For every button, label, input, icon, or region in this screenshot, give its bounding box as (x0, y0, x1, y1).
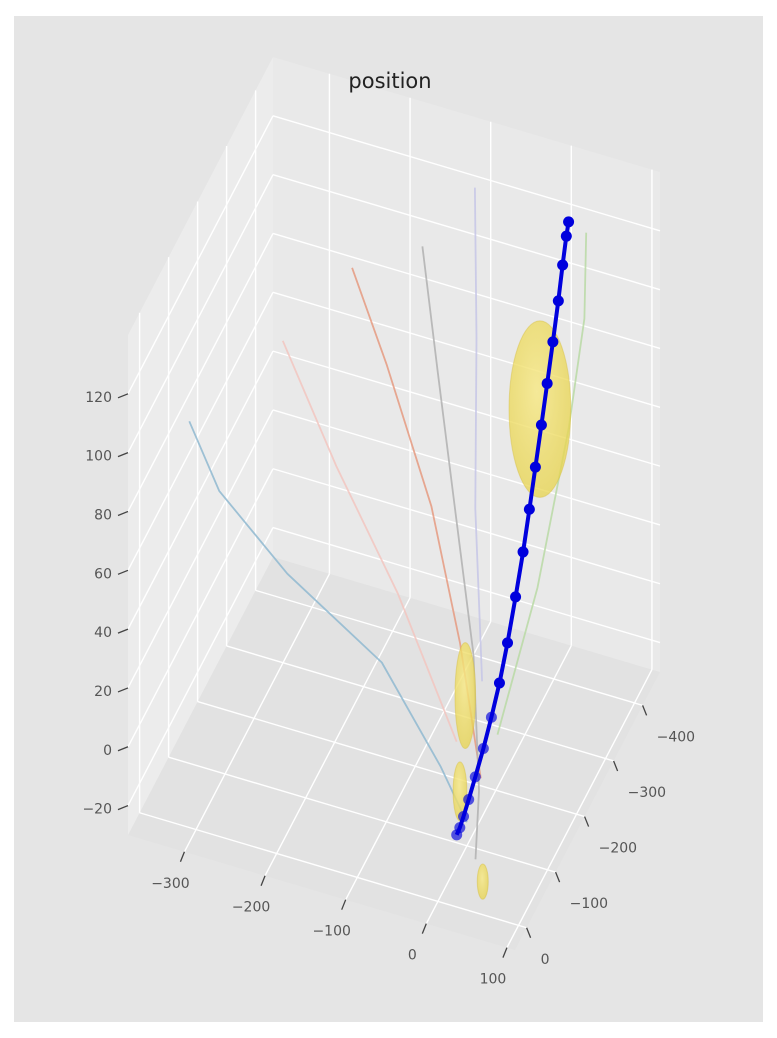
x-tick-label: −200 (232, 900, 270, 916)
axis-panes (128, 57, 660, 950)
grid-floor-y (226, 645, 614, 762)
y-tick-mark (583, 816, 590, 827)
main-track-point (547, 336, 559, 348)
grid-left-z (127, 233, 274, 512)
y-tick-mark (554, 871, 561, 883)
z-tick-label: 40 (94, 625, 112, 641)
grid-lines (127, 73, 661, 948)
main-track (451, 216, 575, 841)
grid-floor-y (255, 589, 643, 707)
y-tick-label: 0 (541, 952, 550, 968)
x-tick-mark (502, 947, 508, 958)
x-tick-mark (260, 875, 266, 886)
ellipsoid (476, 863, 489, 900)
chart-title: position (348, 69, 431, 93)
y-tick-mark (641, 705, 648, 716)
z-tick-mark (117, 452, 129, 458)
ellipsoid (452, 761, 468, 822)
grid-floor-x (506, 669, 653, 948)
grid-floor-y (197, 700, 585, 818)
main-track-point (458, 810, 470, 822)
grid-back-z (272, 409, 661, 526)
grid-left-z (127, 350, 274, 630)
tick-marks (117, 393, 648, 958)
z-tick-label: 0 (103, 743, 112, 759)
grid-floor-x (425, 645, 572, 924)
z-tick-mark (117, 510, 129, 517)
z-tick-label: 120 (85, 390, 112, 406)
x-tick-mark (421, 923, 427, 934)
main-track-point (469, 771, 481, 783)
grid-floor-y (168, 756, 556, 873)
grid-left-z (127, 174, 274, 453)
x-tick-mark (341, 899, 347, 910)
z-tick-mark (117, 569, 129, 575)
main-track-point (557, 259, 569, 271)
main-track-point (517, 546, 529, 558)
y-tick-mark (525, 927, 532, 939)
grid-back-z (272, 468, 661, 585)
z-tick-label: −20 (82, 802, 112, 818)
other-track-line (281, 340, 458, 743)
z-tick-mark (117, 628, 129, 634)
x-tick-label: 0 (408, 948, 417, 964)
grid-back-z (272, 232, 661, 350)
x-tick-label: 100 (480, 972, 507, 988)
main-track-point (541, 377, 553, 389)
grid-floor-x (183, 573, 331, 853)
grid-back-z (272, 115, 661, 232)
ellipsoid (508, 320, 572, 498)
ellipsoid (454, 642, 477, 750)
z-tick-label: 20 (94, 684, 112, 700)
z-tick-mark (117, 804, 129, 811)
z-tick-mark (117, 746, 129, 752)
grid-back-z (272, 173, 661, 291)
z-tick-mark (117, 687, 129, 693)
main-track-point (523, 503, 535, 515)
grid-back-z (272, 526, 661, 644)
back-wall-pane (273, 57, 660, 672)
z-tick-label: 100 (85, 449, 112, 465)
tick-labels: −300−200−1000100−400−300−200−10001201008… (82, 390, 695, 988)
grid-left-z (127, 291, 274, 571)
main-track-point (560, 230, 572, 242)
x-tick-label: −300 (151, 876, 189, 892)
main-track-point (451, 829, 463, 841)
main-track-point (463, 794, 475, 806)
grid-left-z (127, 468, 274, 748)
y-tick-label: −100 (570, 896, 608, 912)
z-tick-label: 80 (94, 507, 112, 523)
main-track-point (485, 711, 497, 723)
main-track-point (477, 743, 489, 755)
grid-floor-y (139, 812, 527, 929)
z-tick-label: 60 (94, 566, 112, 582)
x-tick-mark (179, 851, 186, 863)
main-track-point (563, 216, 575, 228)
grid-back-z (272, 291, 661, 408)
y-tick-label: −300 (628, 785, 666, 801)
y-tick-mark (612, 760, 619, 772)
main-track-point (510, 591, 522, 603)
floor-pane (128, 557, 660, 950)
y-tick-label: −200 (599, 841, 637, 857)
x-tick-label: −100 (312, 924, 350, 940)
other-track-line (474, 187, 483, 682)
grid-floor-x (264, 597, 411, 877)
other-track-line (421, 246, 480, 860)
y-tick-label: −400 (657, 729, 695, 745)
ellipsoids (452, 320, 572, 900)
z-tick-mark (117, 393, 129, 399)
grid-left-z (127, 527, 274, 806)
grid-left-z (127, 115, 274, 395)
grid-back-z (272, 350, 661, 467)
other-track-line (188, 420, 468, 823)
main-track-point (535, 419, 547, 431)
main-track-point (493, 677, 505, 689)
grid-left-z (127, 409, 274, 689)
main-track-point (529, 461, 541, 473)
main-track-point (552, 295, 564, 307)
main-track-point (502, 637, 514, 649)
